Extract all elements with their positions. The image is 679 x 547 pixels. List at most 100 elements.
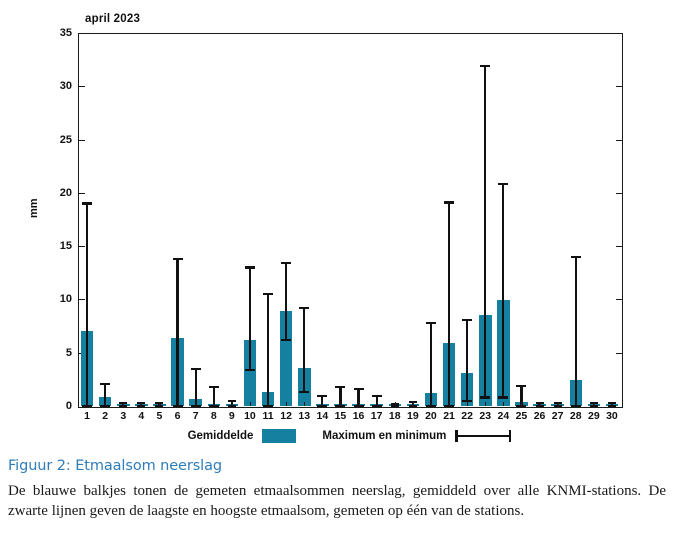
errorbar-stem bbox=[520, 385, 523, 406]
x-tick-mark bbox=[467, 402, 469, 406]
x-tick-mark bbox=[557, 402, 559, 406]
x-tick-mark bbox=[195, 402, 197, 406]
x-tick-label: 13 bbox=[298, 410, 311, 422]
errorbar-stem bbox=[502, 184, 505, 398]
errorbar-cap-max bbox=[444, 201, 455, 204]
errorbar-cap-max bbox=[498, 183, 509, 186]
chart-title: april 2023 bbox=[85, 13, 141, 25]
caption-title: Figuur 2: Etmaalsom neerslag bbox=[8, 458, 222, 474]
y-tick-label: 10 bbox=[59, 293, 72, 306]
errorbar-cap-max bbox=[281, 262, 292, 265]
plot-area bbox=[78, 33, 621, 408]
x-tick-mark bbox=[322, 402, 324, 406]
x-tick-mark bbox=[376, 402, 378, 406]
errorbar-cap-max bbox=[263, 293, 274, 296]
x-tick-label: 16 bbox=[352, 410, 365, 422]
x-tick-label: 9 bbox=[228, 410, 235, 422]
errorbar-stem bbox=[194, 368, 197, 406]
x-tick-label: 7 bbox=[192, 410, 199, 422]
x-tick-mark bbox=[575, 402, 577, 406]
figure-etmaalsom-neerslag: april 2023 mm 0 5 10 15 20 25 30 35 1 2 3 4 5 6 7 8 9 10… bbox=[28, 13, 623, 447]
x-tick-label: 11 bbox=[262, 410, 274, 422]
x-tick-mark bbox=[304, 402, 306, 406]
x-tick-label: 3 bbox=[120, 410, 127, 422]
errorbar-cap-max bbox=[516, 384, 527, 387]
errorbar-stem bbox=[85, 203, 89, 406]
x-tick-mark bbox=[593, 402, 595, 406]
x-tick-mark bbox=[539, 402, 541, 406]
y-tick-mark bbox=[79, 192, 85, 194]
x-tick-mark bbox=[340, 402, 342, 406]
x-tick-mark bbox=[159, 402, 161, 406]
errorbar-cap-max bbox=[244, 266, 255, 269]
errorbar-cap-max bbox=[100, 382, 111, 385]
x-tick-mark bbox=[231, 402, 233, 406]
x-tick-label: 19 bbox=[407, 410, 419, 422]
x-tick-label: 15 bbox=[334, 410, 347, 422]
errorbar-cap-max bbox=[353, 387, 364, 391]
x-tick-mark bbox=[87, 402, 89, 406]
errorbar-stem bbox=[266, 294, 270, 406]
bar bbox=[243, 339, 257, 406]
y-tick-mark bbox=[616, 352, 622, 354]
errorbar-stem bbox=[303, 307, 306, 393]
errorbar-cap-min bbox=[299, 391, 310, 394]
x-tick-label: 4 bbox=[138, 410, 145, 422]
x-tick-mark bbox=[412, 402, 414, 406]
errorbar-cap-min bbox=[480, 396, 491, 399]
x-tick-label: 28 bbox=[569, 410, 582, 422]
x-tick-mark bbox=[249, 402, 251, 406]
y-tick-mark bbox=[616, 192, 622, 194]
x-tick-mark bbox=[485, 402, 487, 406]
y-tick-mark bbox=[616, 299, 622, 301]
errorbar-stem bbox=[357, 388, 360, 406]
errorbar-stem bbox=[538, 402, 541, 406]
y-tick-label: 25 bbox=[59, 133, 72, 146]
y-tick-mark bbox=[616, 246, 622, 248]
x-tick-label: 27 bbox=[551, 410, 564, 422]
x-tick-label: 24 bbox=[497, 410, 510, 422]
errorbar-stem bbox=[248, 267, 252, 370]
x-tick-mark bbox=[611, 402, 613, 406]
x-tick-mark bbox=[503, 402, 505, 406]
x-tick-label: 25 bbox=[515, 410, 528, 422]
y-tick-label: 15 bbox=[59, 240, 72, 253]
x-tick-label: 8 bbox=[210, 410, 217, 422]
errorbar-stem bbox=[285, 263, 288, 340]
x-tick-mark bbox=[268, 402, 270, 406]
x-tick-label: 23 bbox=[479, 410, 492, 422]
x-tick-label: 20 bbox=[425, 410, 437, 422]
legend-entry-mean: Gemiddelde bbox=[188, 429, 297, 443]
x-tick-label: 17 bbox=[370, 410, 383, 422]
errorbar-stem bbox=[122, 402, 125, 406]
chart-legend: Gemiddelde Maximum en minimum bbox=[78, 425, 621, 447]
y-tick-label: 30 bbox=[59, 80, 72, 93]
x-tick-mark bbox=[286, 402, 288, 406]
y-tick-label: 35 bbox=[59, 27, 72, 39]
legend-swatch-bar-icon bbox=[262, 429, 297, 443]
errorbar-cap-max bbox=[82, 202, 93, 205]
x-tick-label: 18 bbox=[388, 410, 401, 422]
x-tick-label: 14 bbox=[316, 410, 329, 422]
x-tick-label: 5 bbox=[156, 410, 163, 422]
errorbar-cap-max bbox=[172, 257, 183, 261]
y-axis-label: mm bbox=[28, 198, 40, 218]
x-tick-mark bbox=[105, 402, 107, 406]
x-tick-label: 1 bbox=[84, 410, 90, 422]
x-tick-label: 29 bbox=[588, 410, 600, 422]
x-tick-mark bbox=[449, 402, 451, 406]
y-tick-mark bbox=[79, 86, 85, 88]
bar bbox=[279, 311, 293, 406]
x-tick-mark bbox=[213, 402, 215, 406]
errorbar-stem bbox=[484, 66, 487, 398]
errorbar-stem bbox=[375, 396, 378, 406]
x-tick-label: 2 bbox=[102, 410, 109, 422]
errorbar-cap-max bbox=[425, 321, 436, 324]
x-tick-label: 12 bbox=[280, 410, 292, 422]
errorbar-cap-max bbox=[570, 255, 581, 258]
y-tick-mark bbox=[79, 299, 85, 301]
legend-label-range: Maximum en minimum bbox=[322, 430, 447, 442]
y-tick-mark bbox=[79, 139, 85, 141]
legend-entry-range: Maximum en minimum bbox=[322, 430, 512, 442]
y-tick-label: 20 bbox=[59, 186, 72, 199]
